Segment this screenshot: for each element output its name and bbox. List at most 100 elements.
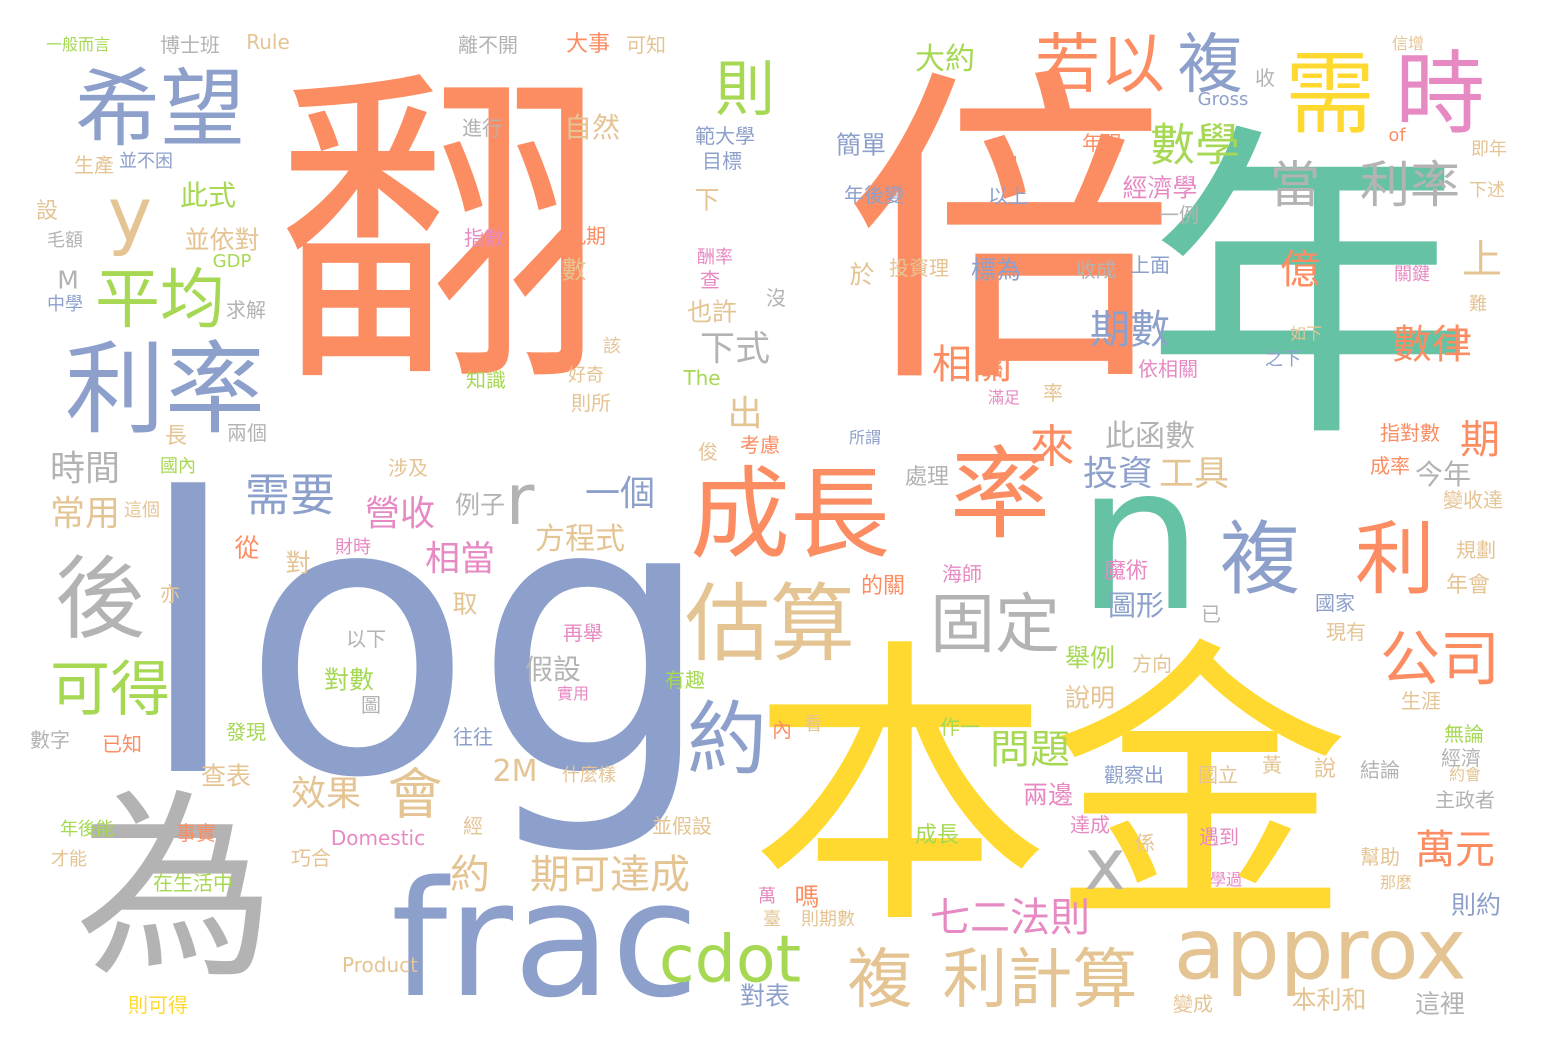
cloud-word: 關鍵 [1394,264,1430,285]
cloud-word: 年後變 [844,183,904,207]
cloud-word: 國內 [160,456,196,477]
cloud-word: 即年 [1471,139,1507,160]
cloud-word: 變收達 [1443,488,1503,512]
cloud-word: Rule [246,30,290,54]
cloud-word: 標為 [970,255,1022,285]
cloud-word: 俊 [698,440,718,464]
cloud-word: 複 [847,942,913,1018]
cloud-word: 年限 [1082,131,1122,155]
cloud-word: 正是 [1024,338,1064,362]
cloud-word: 所謂 [848,428,882,447]
cloud-word: 從 [234,533,260,563]
cloud-word: 上 [1462,237,1502,283]
cloud-word: 需 [1285,42,1375,147]
cloud-word: 數字 [30,728,70,752]
cloud-word: 時間 [49,449,121,490]
cloud-word: 已知 [102,732,142,756]
cloud-word: 考慮 [740,433,780,457]
cloud-word: 沒 [766,286,786,310]
cloud-word: 數學 [1149,118,1241,172]
cloud-word: 固定 [929,587,1061,663]
cloud-word: 約會 [1448,765,1482,784]
cloud-word: 年會 [1445,573,1491,598]
cloud-word: 下述 [1469,180,1505,201]
cloud-word: 營收 [364,494,436,535]
cloud-word: 觀察出 [1104,763,1164,787]
cloud-word: of [1388,125,1406,146]
cloud-word: 變成 [1173,992,1213,1016]
cloud-word: 查 [700,268,720,292]
cloud-word: 萬 [758,886,776,907]
cloud-word: 複 [1177,27,1243,103]
cloud-word: 可得 [50,655,170,725]
cloud-word: 滿足 [987,388,1021,407]
cloud-word: 範大學 [695,124,755,148]
cloud-word: 長 [164,424,188,449]
cloud-word: 中學 [47,294,83,315]
cloud-word: 本利和 [1291,985,1367,1015]
cloud-word: 複 [1220,513,1300,606]
cloud-word: 公司 [1380,625,1500,695]
cloud-word: 對數 [323,665,375,695]
cloud-word: 需要 [244,468,336,522]
cloud-word: 萬元 [1415,827,1495,873]
cloud-word: 該 [603,336,621,357]
cloud-word: 期數 [1090,307,1170,353]
cloud-word: 看 [804,714,822,735]
cloud-word: 九期 [566,224,606,248]
cloud-word: 離不開 [458,33,518,57]
cloud-word: 已 [1201,602,1221,626]
cloud-word: 簡單 [835,130,887,160]
cloud-word: approx [1173,900,1467,1000]
cloud-word: 才能 [51,849,87,870]
cloud-word: 指數 [464,226,504,250]
cloud-word: 時 [1395,42,1485,147]
cloud-word: 中 [993,149,1019,179]
cloud-word: 則所 [571,391,611,415]
cloud-word: 並不困 [119,151,173,172]
cloud-word: 這裡 [1414,989,1466,1019]
cloud-word: 一例 [1159,203,1199,227]
cloud-word: GDP [212,251,252,272]
cloud-word: Gross [1197,89,1249,110]
cloud-word: 酬率 [697,247,733,268]
cloud-word: 例子 [454,490,506,520]
cloud-word: 當 [1270,156,1320,214]
cloud-word: 相關 [932,342,1012,388]
cloud-word: 財時 [335,537,371,558]
cloud-word: 魔術 [1103,559,1149,584]
cloud-word: 兩個 [227,421,267,445]
cloud-word: 說明 [1064,683,1116,713]
cloud-word: 指對數 [1380,421,1440,445]
cloud-word: 大事 [565,32,611,57]
cloud-word: M [57,265,79,295]
cloud-word: 利率 [1360,156,1460,214]
cloud-word: 會 [387,762,443,827]
cloud-word: 查表 [200,761,252,791]
cloud-word: 圖 [361,693,381,717]
cloud-word: 設 [35,199,59,224]
cloud-word: 億 [1280,247,1320,293]
cloud-word: 則 [715,55,775,125]
cloud-word: 信增 [1391,34,1425,53]
cloud-word: 達成 [1070,813,1110,837]
cloud-word: 對 [285,548,311,578]
cloud-word: 巧合 [291,846,331,870]
cloud-word: 下式 [699,329,771,370]
cloud-word: 成長 [690,456,890,573]
cloud-word: 遇到 [1199,825,1239,849]
cloud-word: 內 [772,718,792,742]
cloud-word: r [505,459,535,541]
cloud-word: log [135,418,715,861]
cloud-word: 生產 [74,153,114,177]
cloud-word: 假設 [524,653,582,686]
cloud-word: y [107,170,153,259]
cloud-word: 難 [1469,294,1487,315]
cloud-word: 兩邊 [1022,780,1074,810]
cloud-word: 結論 [1360,758,1400,782]
cloud-word: 舉例 [1064,643,1116,673]
cloud-word: 處理 [904,465,950,490]
cloud-word: 約 [687,693,767,786]
cloud-word: 在生活中 [153,871,233,895]
cloud-word: 常用 [49,494,121,535]
